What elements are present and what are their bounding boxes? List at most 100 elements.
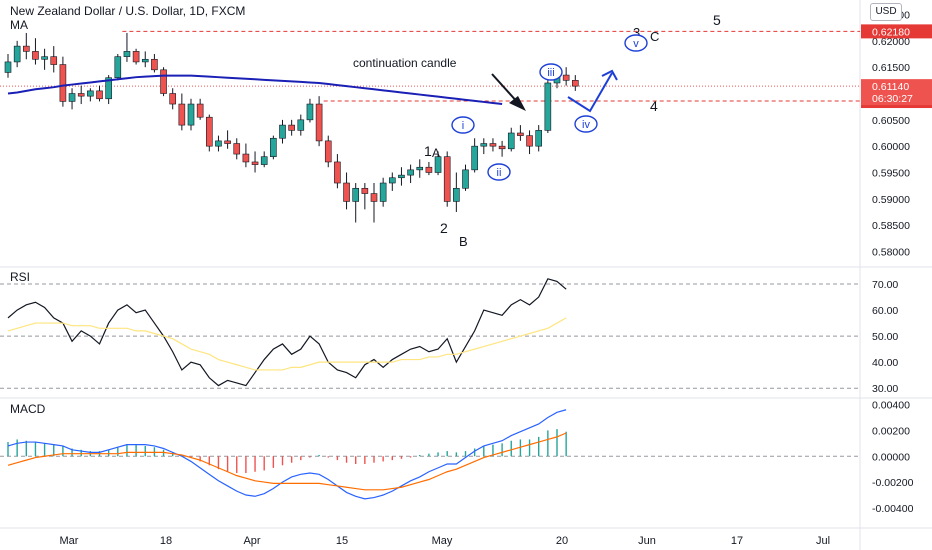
candle-body — [279, 124, 286, 139]
rsi-axis-tick: 60.00 — [872, 305, 898, 317]
wave-label-ii: ii — [497, 167, 502, 179]
candle-body — [233, 143, 241, 155]
candle-body — [407, 169, 414, 176]
price-axis-tick: 0.62000 — [872, 36, 910, 48]
candle-body — [334, 161, 341, 184]
candle-body — [41, 56, 48, 60]
candle-body — [535, 130, 543, 147]
wave-label-v-circle — [624, 34, 648, 52]
candle-body — [22, 45, 30, 52]
candle-body — [32, 51, 39, 60]
wave-label-i: i — [462, 120, 464, 132]
rsi-ma-line — [7, 317, 567, 371]
macd-axis-tick: 0.00000 — [872, 451, 910, 463]
projection-path — [567, 72, 613, 113]
candle-body — [526, 135, 533, 147]
annotation-arrow-head — [509, 96, 526, 111]
macd-axis-tick: 0.00400 — [872, 400, 910, 412]
candle-body — [141, 58, 149, 63]
candle-body — [324, 140, 332, 163]
macd-axis-tick: 0.00200 — [872, 425, 910, 437]
candle-body — [370, 193, 378, 202]
candle-body — [123, 51, 131, 57]
candle-body — [434, 156, 442, 173]
candle-body — [489, 143, 497, 147]
candle-body — [388, 177, 396, 184]
candle-body — [160, 69, 167, 94]
candle-body — [215, 140, 222, 147]
candle-body — [425, 166, 433, 173]
candle-body — [151, 58, 158, 71]
candle-body — [132, 51, 140, 63]
candle-body — [224, 140, 231, 144]
candle-body — [517, 132, 524, 136]
ma-indicator-label[interactable]: MA — [10, 18, 28, 32]
wave-label-3: 3 — [633, 25, 640, 40]
rsi-axis-tick: 40.00 — [872, 357, 898, 369]
candle-body — [242, 153, 250, 163]
candle-body — [471, 145, 478, 171]
wave-label-4: 4 — [650, 98, 658, 114]
last-price-tag — [861, 79, 932, 106]
wave-label-iii: iii — [547, 67, 554, 79]
wave-label-5: 5 — [713, 12, 721, 28]
candle-body — [288, 124, 295, 131]
candle-body — [571, 80, 579, 87]
annotation-continuation-candle: continuation candle — [353, 56, 457, 70]
candle-body — [50, 56, 58, 65]
candle-body — [361, 187, 369, 194]
rsi-axis-tick: 50.00 — [872, 331, 898, 343]
wave-label-2: 2 — [440, 220, 448, 236]
candle-body — [507, 132, 515, 150]
candle-body — [297, 119, 305, 131]
wave-label-B: B — [459, 234, 468, 249]
time-axis-label: 17 — [731, 535, 743, 547]
candle-body — [169, 93, 176, 105]
symbol-title[interactable]: New Zealand Dollar / U.S. Dollar, 1D, FX… — [10, 4, 246, 18]
candle-body — [306, 103, 314, 121]
rsi-pane-label: RSI — [10, 270, 30, 284]
currency-button[interactable]: USD — [870, 3, 902, 21]
macd-axis-tick: -0.00400 — [872, 503, 914, 515]
macd-axis-tick: -0.00200 — [872, 477, 914, 489]
candle-body — [68, 93, 76, 102]
time-axis-label: 15 — [336, 535, 348, 547]
candle-body — [343, 182, 350, 202]
candle-body — [398, 174, 405, 179]
time-axis-label: Mar — [60, 535, 79, 547]
price-axis-tick: 0.59000 — [872, 194, 910, 206]
bar-countdown-label: 06:30:27 — [872, 93, 913, 105]
candle-body — [379, 182, 387, 202]
candle-body — [352, 187, 360, 202]
wave-label-ii-circle — [487, 163, 511, 181]
candle-body — [178, 103, 186, 126]
candle-body — [315, 103, 323, 142]
time-axis-label: Jun — [638, 535, 656, 547]
candle-body — [96, 90, 103, 100]
candle-body — [270, 137, 277, 157]
time-axis-label: 18 — [160, 535, 172, 547]
candle-body — [251, 161, 259, 165]
price-axis-tick: 0.60000 — [872, 141, 910, 153]
candle-body — [4, 61, 12, 73]
candle-body — [562, 74, 570, 81]
macd-pane-label: MACD — [10, 402, 46, 416]
candle-body — [443, 156, 451, 202]
last-price-label: 0.61140 — [872, 81, 909, 93]
candle-body — [416, 166, 424, 171]
wave-label-iv: iv — [582, 119, 590, 131]
wave-label-A: A — [432, 146, 440, 160]
wave-label-iv-circle — [574, 115, 598, 133]
wave-label-v: v — [633, 38, 639, 50]
wave-label-C: C — [650, 29, 659, 44]
price-axis-tick: 0.59500 — [872, 167, 910, 179]
candle-body — [480, 143, 488, 147]
time-axis-label: Jul — [816, 535, 830, 547]
candle-body — [544, 82, 552, 131]
candle-body — [206, 116, 213, 147]
price-level-label: 0.62180 — [872, 26, 910, 38]
candle-body — [260, 156, 268, 165]
candle-body — [453, 187, 460, 202]
price-axis-tick: 0.58000 — [872, 246, 910, 258]
candle-body — [498, 145, 506, 150]
